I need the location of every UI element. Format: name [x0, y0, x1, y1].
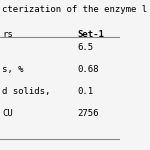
Text: CU: CU	[2, 109, 13, 118]
Text: s, %: s, %	[2, 65, 24, 74]
Text: 0.1: 0.1	[77, 87, 93, 96]
Text: d solids,: d solids,	[2, 87, 51, 96]
Text: Set-1: Set-1	[77, 30, 104, 39]
Text: 0.68: 0.68	[77, 65, 99, 74]
Text: 6.5: 6.5	[77, 44, 93, 52]
Text: cterization of the enzyme l: cterization of the enzyme l	[2, 4, 147, 14]
Text: 2756: 2756	[77, 109, 99, 118]
Text: rs: rs	[2, 30, 13, 39]
